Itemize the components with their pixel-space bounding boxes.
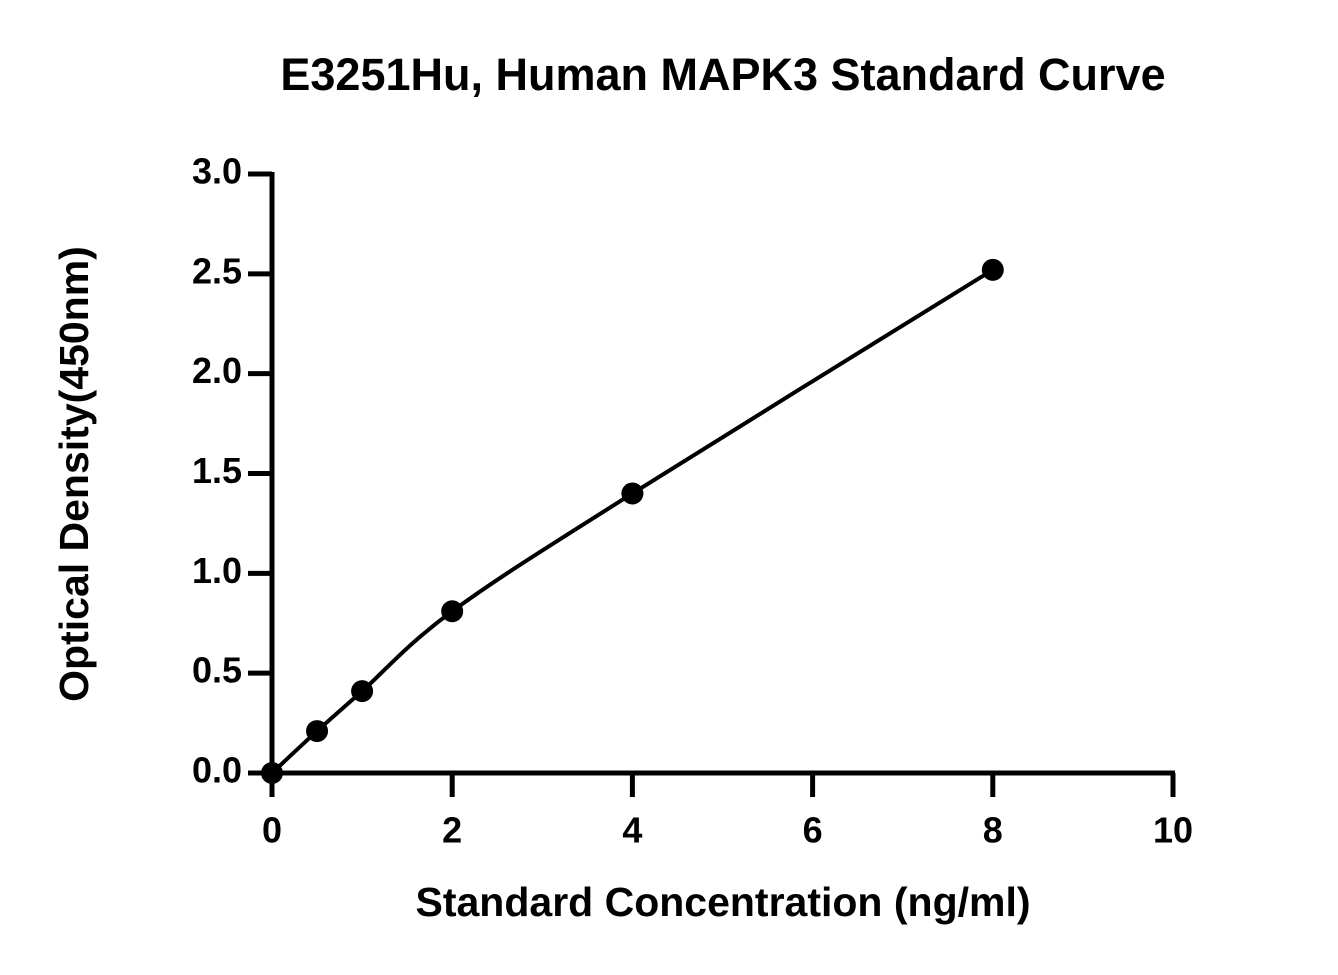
chart-title: E3251Hu, Human MAPK3 Standard Curve xyxy=(280,49,1165,100)
y-tick-label: 1.0 xyxy=(192,550,242,591)
y-tick-label: 2.0 xyxy=(192,350,242,391)
data-point xyxy=(441,600,464,623)
data-point xyxy=(621,482,644,505)
data-point xyxy=(351,680,374,703)
fit-curve xyxy=(270,268,994,775)
y-tick-label: 0.0 xyxy=(192,750,242,791)
data-point xyxy=(306,720,329,743)
y-tick-label: 2.5 xyxy=(192,250,242,291)
x-axis-title: Standard Concentration (ng/ml) xyxy=(416,879,1031,925)
data-point xyxy=(261,762,283,784)
x-tick-label: 2 xyxy=(442,810,462,851)
x-tick-label: 8 xyxy=(983,810,1003,851)
y-tick-label: 0.5 xyxy=(192,650,242,691)
y-axis-title: Optical Density(450nm) xyxy=(51,246,97,702)
y-tick-label: 1.5 xyxy=(192,450,242,491)
x-tick-label: 0 xyxy=(262,810,282,851)
x-tick-label: 4 xyxy=(622,810,642,851)
data-point xyxy=(981,258,1004,281)
y-tick-label: 3.0 xyxy=(192,151,242,192)
x-tick-label: 10 xyxy=(1153,810,1193,851)
x-tick-label: 6 xyxy=(803,810,823,851)
